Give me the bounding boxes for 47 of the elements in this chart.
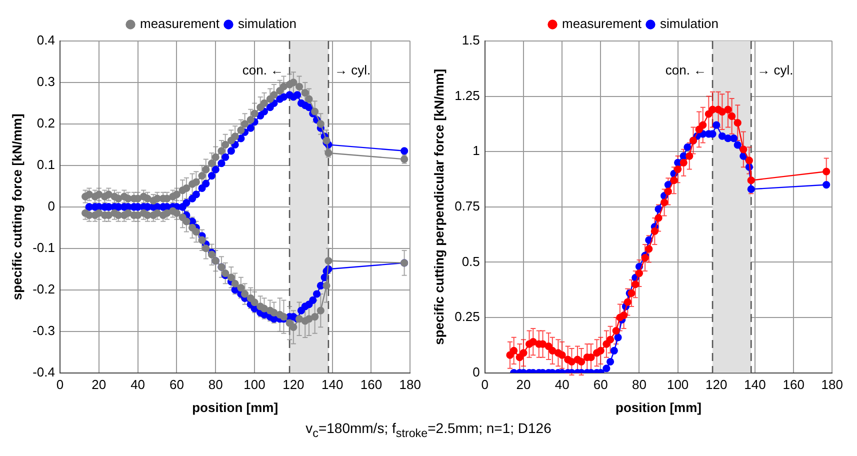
x-tick-label: 120 (706, 377, 728, 392)
ref-line-label: → cyl. (334, 62, 371, 78)
x-tick-label: 20 (516, 377, 531, 392)
x-tick-label: 80 (208, 377, 223, 392)
x-tick-label: 60 (169, 377, 184, 392)
legend-label: measurement (562, 16, 642, 32)
y-tick-label: 0.2 (36, 116, 55, 131)
y-tick-label: 0.25 (454, 309, 480, 324)
y-tick-label: 0 (48, 198, 55, 214)
legend-label: simulation (660, 16, 719, 32)
text: v$_{c}$=180mm/s; f$_{stroke}$=2.5mm; n=1; D126 (304, 420, 552, 440)
y-tick-label: -0.2 (32, 281, 55, 296)
x-axis-title: position [mm] (616, 400, 702, 415)
legend-label: simulation (238, 16, 297, 32)
y-tick-label: 0.75 (454, 198, 480, 214)
ref-line-label: con. ← (242, 62, 284, 78)
y-axis-title: specific cutting perpendicular force [kN/mm] (431, 68, 446, 345)
y-tick-label: 0.1 (36, 157, 55, 172)
x-tick-label: 60 (593, 377, 608, 392)
x-tick-label: 180 (399, 377, 422, 392)
x-axis-title: position [mm] (192, 400, 278, 415)
x-tick-label: 40 (554, 377, 570, 392)
y-tick-label: 0 (472, 364, 480, 380)
y-tick-label: 1 (472, 143, 480, 158)
y-tick-label: 0.3 (36, 74, 55, 90)
x-tick-label: 180 (821, 377, 844, 392)
x-tick-label: 80 (632, 377, 646, 392)
x-tick-label: 120 (282, 377, 304, 392)
x-tick-label: 100 (244, 377, 266, 392)
y-tick-label: 1.25 (454, 88, 480, 103)
x-tick-label: 140 (321, 377, 344, 392)
y-tick-label: -0.3 (32, 322, 55, 338)
y-tick-label: -0.1 (32, 240, 55, 255)
y-axis-title: specific cutting force [kN/mm] (9, 114, 24, 300)
x-tick-label: 40 (130, 377, 146, 392)
ref-line-label: → cyl. (757, 62, 794, 78)
ref-line-label: con. ← (665, 62, 707, 78)
y-tick-label: 0.5 (462, 254, 480, 269)
x-tick-label: 20 (92, 377, 106, 392)
x-tick-label: 160 (360, 377, 382, 392)
x-tick-label: 160 (782, 377, 804, 392)
x-tick-label: 100 (666, 377, 689, 392)
x-tick-label: 140 (744, 377, 766, 392)
y-tick-label: -0.4 (32, 364, 55, 380)
y-tick-label: 0.4 (36, 32, 55, 48)
y-tick-label: 1.5 (462, 32, 480, 48)
legend-label: measurement (140, 16, 220, 32)
